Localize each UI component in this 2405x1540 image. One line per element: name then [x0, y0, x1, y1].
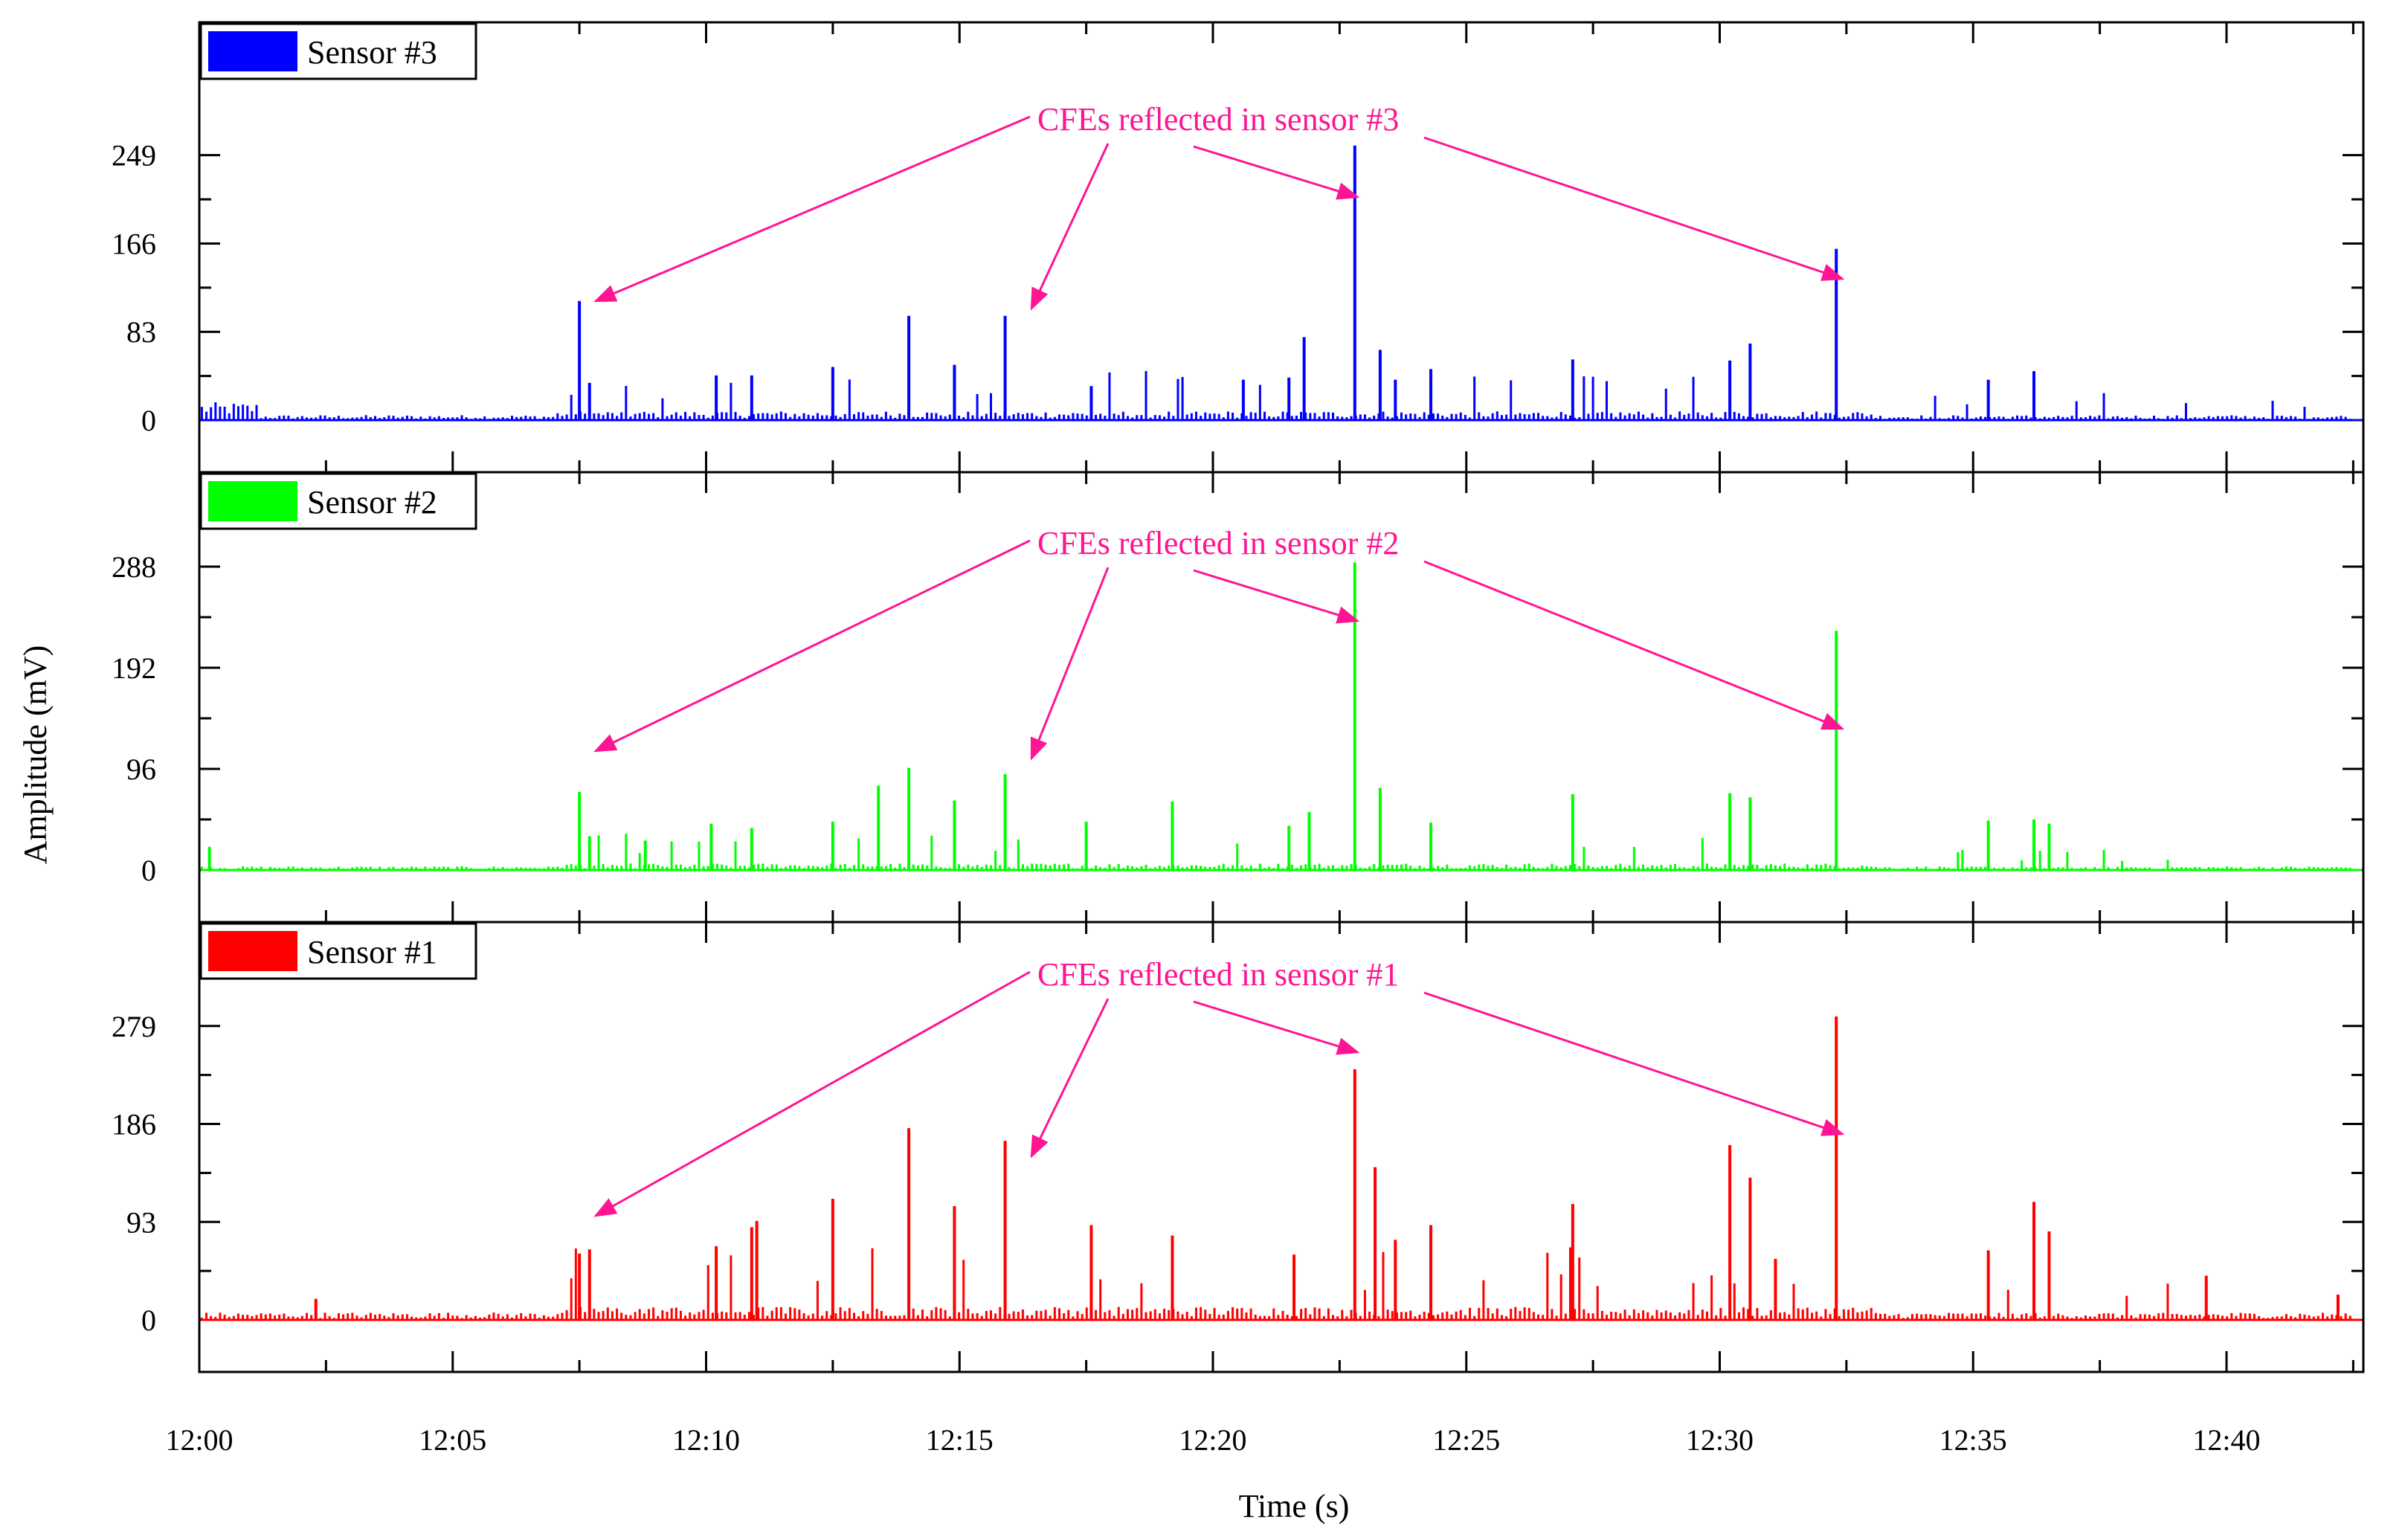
annotation-arrow: [1030, 567, 1110, 761]
x-tick-label: 12:25: [1432, 1423, 1500, 1457]
y-axis-title: Amplitude (mV): [17, 645, 54, 865]
y-tick-label: 96: [126, 753, 156, 786]
annotation-text: CFEs reflected in sensor #3: [1037, 101, 1399, 138]
y-tick-label: 166: [112, 227, 156, 260]
panel-3: 0 93 186 279 Sensor #1 CFEs reflected in sens…: [112, 921, 2365, 1373]
y-tick-label: 83: [126, 315, 156, 349]
y-tick-label: 0: [141, 854, 156, 887]
x-tick-label: 12:35: [1939, 1423, 2007, 1457]
annotation-arrow: [593, 970, 1031, 1217]
annotation-text: CFEs reflected in sensor #2: [1037, 525, 1399, 561]
annotation-arrow: [1030, 143, 1110, 311]
annotation-arrow: [1193, 569, 1360, 624]
panel-1: 0 83 166 249 Sensor #3 CFEs reflected in sens…: [112, 21, 2365, 474]
annotation-arrow: [1030, 998, 1110, 1159]
annotation-arrow: [593, 115, 1031, 303]
x-tick-label: 12:40: [2192, 1423, 2260, 1457]
x-tick-label: 12:05: [419, 1423, 486, 1457]
x-tick-label: 12:30: [1686, 1423, 1754, 1457]
legend: Sensor #2: [199, 472, 477, 530]
y-tick-label: 249: [112, 139, 156, 173]
y-tick-label: 93: [126, 1205, 156, 1239]
legend-label: Sensor #3: [307, 34, 437, 71]
legend-label: Sensor #1: [307, 934, 437, 970]
panel-frame: [198, 921, 2365, 1373]
noise-series: [200, 1247, 2351, 1320]
legend-label: Sensor #2: [307, 484, 437, 521]
y-tick-label: 186: [112, 1108, 156, 1141]
x-tick-label: 12:20: [1179, 1423, 1246, 1457]
panel-frame: [198, 21, 2365, 474]
noise-series: [200, 834, 2351, 870]
legend: Sensor #3: [199, 22, 477, 80]
x-tick-label: 12:10: [672, 1423, 740, 1457]
annotation-arrow: [1423, 136, 1845, 281]
y-tick-label: 192: [112, 651, 156, 685]
x-tick-label: 12:15: [926, 1423, 994, 1457]
noise-series: [200, 371, 2351, 420]
annotation-arrow: [1193, 1000, 1360, 1055]
x-axis-title: Time (s): [1239, 1488, 1350, 1524]
legend: Sensor #1: [199, 922, 477, 980]
y-tick-label: 0: [141, 404, 156, 437]
y-tick-label: 288: [112, 550, 156, 584]
annotation-arrow: [1423, 991, 1845, 1136]
annotation-arrow: [1193, 145, 1360, 200]
annotation-text: CFEs reflected in sensor #1: [1037, 956, 1399, 993]
panel-2: 0 96 192 288 Sensor #2 CFEs reflected in sens…: [112, 471, 2365, 924]
legend-swatch: [208, 481, 297, 521]
y-tick-label: 0: [141, 1304, 156, 1337]
x-tick-label: 12:00: [165, 1423, 233, 1457]
annotation-arrow: [1423, 560, 1845, 730]
legend-swatch: [208, 931, 297, 971]
y-tick-label: 279: [112, 1010, 156, 1043]
annotation-arrow: [593, 539, 1031, 753]
legend-swatch: [208, 31, 297, 71]
